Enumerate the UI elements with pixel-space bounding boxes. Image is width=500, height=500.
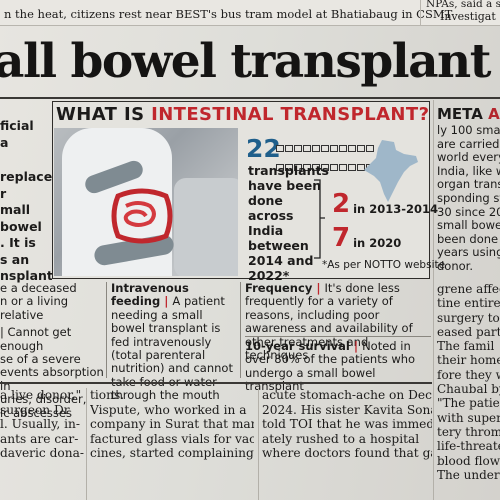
column-divider — [258, 388, 259, 500]
right-line: organ transp — [437, 178, 500, 192]
stat-2020: 7 in 2020 — [332, 223, 402, 253]
right-line: are carried — [437, 137, 500, 151]
transplant-pictogram-box — [276, 164, 284, 171]
left-line: s an — [0, 251, 30, 267]
headline: all bowel transplant of 202 — [0, 34, 500, 89]
body-column-3: acute stomach-ache on Dec 21, 2024. His … — [262, 388, 432, 461]
source-note: *As per NOTTO website — [322, 259, 446, 271]
intravenous-feeding-block: Intravenous feeding | A patient needing … — [111, 281, 233, 403]
body-column-2: tions. Vispute, who worked in a company … — [90, 388, 254, 461]
left-line: mall — [0, 202, 31, 217]
left-column-fragment: ficial a replace r mall bowel . It is s … — [0, 118, 52, 285]
right-body-fragment: grene affect tine entirel surgery to eas… — [437, 282, 500, 482]
transplant-pictogram-box — [294, 164, 302, 171]
right-line: world every — [437, 151, 500, 165]
column-divider — [433, 100, 434, 500]
right-line: small bowel — [437, 219, 500, 233]
intestine-illustration-icon — [111, 188, 173, 244]
left-line: a — [0, 134, 9, 150]
survival-text: Noted in over 80% of the patients who un… — [245, 339, 416, 394]
stat-2013-2014: 2 in 2013-2014 — [332, 189, 439, 219]
frequency-block: Frequency | It's done less frequently fo… — [245, 281, 413, 363]
right-column-fragment: ly 100 small are carried world every Ind… — [437, 124, 500, 274]
intravenous-label: Intravenous feeding — [111, 281, 189, 309]
infographic-title: WHAT IS INTESTINAL TRANSPLANT? — [56, 104, 430, 125]
body-column-1: a live donor," surgeon Dr l. Usually, in… — [0, 388, 84, 461]
divider — [106, 282, 107, 378]
headline-rule — [0, 97, 500, 99]
transplant-pictogram-box — [330, 145, 338, 152]
right-line: years using — [437, 246, 500, 260]
transplant-pictogram-box — [276, 145, 284, 152]
adjacent-story-snippet-2: Investigat — [440, 10, 496, 23]
right-line: 30 since 201 — [437, 205, 500, 219]
transplant-pictogram-box — [348, 145, 356, 152]
transplant-pictogram-box — [294, 145, 302, 152]
transplant-pictogram-box — [348, 164, 356, 171]
survival-block: 10-year survival | Noted in over 80% of … — [245, 339, 416, 394]
frequency-text: It's done less frequently for a variety … — [245, 281, 413, 363]
right-line: sponding st — [437, 191, 500, 205]
sidebar-heading: META AN — [437, 105, 500, 123]
right-line: India, like w — [437, 164, 500, 178]
right-line: donor. — [437, 259, 473, 273]
transplant-pictogram-box — [321, 145, 329, 152]
lower-left-fragment: e a deceased n or a living relative | Ca… — [0, 281, 104, 420]
transplant-pictogram-box — [366, 145, 374, 152]
left-line: r — [0, 185, 7, 201]
transplant-pictogram-box — [339, 164, 347, 171]
transplant-pictogram-box — [321, 164, 329, 171]
column-divider — [86, 388, 87, 500]
transplant-pictogram-box — [303, 164, 311, 171]
divider — [240, 282, 241, 378]
transplant-pictogram-box — [285, 164, 293, 171]
transplant-pictogram-box — [312, 145, 320, 152]
left-line: bowel — [0, 218, 42, 234]
transplant-pictogram-box — [303, 145, 311, 152]
transplant-count-text: transplants have been done across India … — [248, 163, 329, 283]
left-line: ficial — [0, 118, 34, 133]
bracket-icon — [314, 179, 325, 259]
column-divider — [420, 0, 421, 26]
transplant-pictogram-box — [312, 164, 320, 171]
section-rule — [0, 382, 432, 384]
adjacent-story-snippet: NPAs, said a s — [426, 0, 500, 10]
intravenous-text: A patient needing a small bowel transpla… — [111, 294, 233, 403]
photo-caption-snippet: n the heat, citizens rest near BEST's bu… — [4, 7, 453, 21]
left-line: nsplant — [0, 268, 52, 283]
transplant-count: 22 — [246, 134, 281, 163]
left-line: . It is — [0, 235, 36, 250]
transplant-pictogram-box — [330, 164, 338, 171]
right-line: been done in — [437, 232, 500, 246]
top-strip — [0, 0, 500, 26]
transplant-pictogram-box — [357, 145, 365, 152]
transplant-pictogram-box — [285, 145, 293, 152]
india-map-icon — [364, 140, 418, 202]
right-line: ly 100 small — [437, 124, 500, 137]
doctor-photo — [54, 128, 238, 276]
transplant-pictogram-box — [339, 145, 347, 152]
count-pictogram — [276, 139, 376, 177]
survival-label: 10-year survival — [245, 339, 350, 353]
divider — [245, 336, 431, 337]
transplant-pictogram-box — [357, 164, 365, 171]
frequency-label: Frequency — [245, 281, 313, 295]
left-line: replace — [0, 169, 52, 184]
